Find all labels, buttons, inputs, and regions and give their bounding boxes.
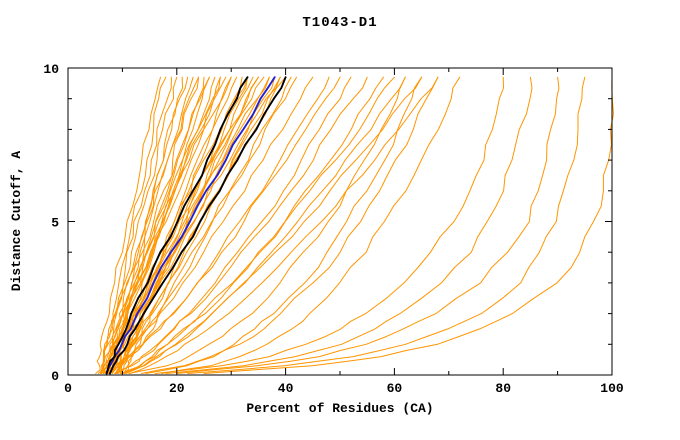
tick-label: 10 <box>43 62 59 77</box>
chart-title: T1043-D1 <box>302 15 377 31</box>
series-line-orange <box>165 76 533 374</box>
series-line-orange <box>128 76 406 374</box>
series-line-orange <box>102 76 314 374</box>
tick-label: 5 <box>51 216 59 231</box>
series-line-blue <box>105 76 276 375</box>
axis-layer: 0 20 40 60 80 100 0 5 10 <box>43 62 624 396</box>
tick-label: 100 <box>600 381 624 396</box>
tick-label: 20 <box>169 381 185 396</box>
series-line-orange <box>105 76 221 374</box>
series-line-orange <box>109 76 232 374</box>
series-line-orange <box>121 76 395 374</box>
series-line-orange <box>129 76 439 374</box>
series-line-orange <box>115 76 368 374</box>
series-line-orange <box>123 76 297 374</box>
series-line-orange <box>117 76 270 374</box>
series-line-orange <box>140 76 423 374</box>
series-line-orange <box>115 76 276 374</box>
series-line-orange <box>161 76 461 374</box>
series-line-orange <box>95 76 161 374</box>
series-line-orange <box>100 76 200 374</box>
series-line-orange <box>176 76 560 374</box>
series-line-orange <box>111 76 270 374</box>
series-line-orange <box>100 76 178 374</box>
series-line-orange <box>103 76 183 374</box>
tick-label: 80 <box>495 381 511 396</box>
series-line-orange <box>123 76 406 374</box>
series-line-orange <box>103 76 221 374</box>
tick-label: 0 <box>51 369 59 384</box>
series-line-black <box>108 76 287 375</box>
series-line-orange <box>187 76 586 374</box>
tick-label: 60 <box>387 381 403 396</box>
y-axis-label: Distance Cutoff, A <box>9 151 24 292</box>
series-line-orange <box>154 76 504 374</box>
tick-label: 0 <box>64 381 72 396</box>
series-line-orange <box>125 76 423 374</box>
series-line-orange <box>114 76 352 374</box>
series-layer <box>95 76 614 375</box>
x-axis-label: Percent of Residues (CA) <box>246 401 433 416</box>
series-line-orange <box>145 76 439 374</box>
tick-label: 40 <box>278 381 294 396</box>
series-line-orange <box>101 76 210 374</box>
series-line-orange <box>100 76 172 374</box>
series-line-orange <box>119 76 281 374</box>
series-line-orange <box>203 76 614 374</box>
series-line-orange <box>108 76 341 374</box>
series-line-black <box>105 76 249 375</box>
series-line-orange <box>120 76 384 374</box>
